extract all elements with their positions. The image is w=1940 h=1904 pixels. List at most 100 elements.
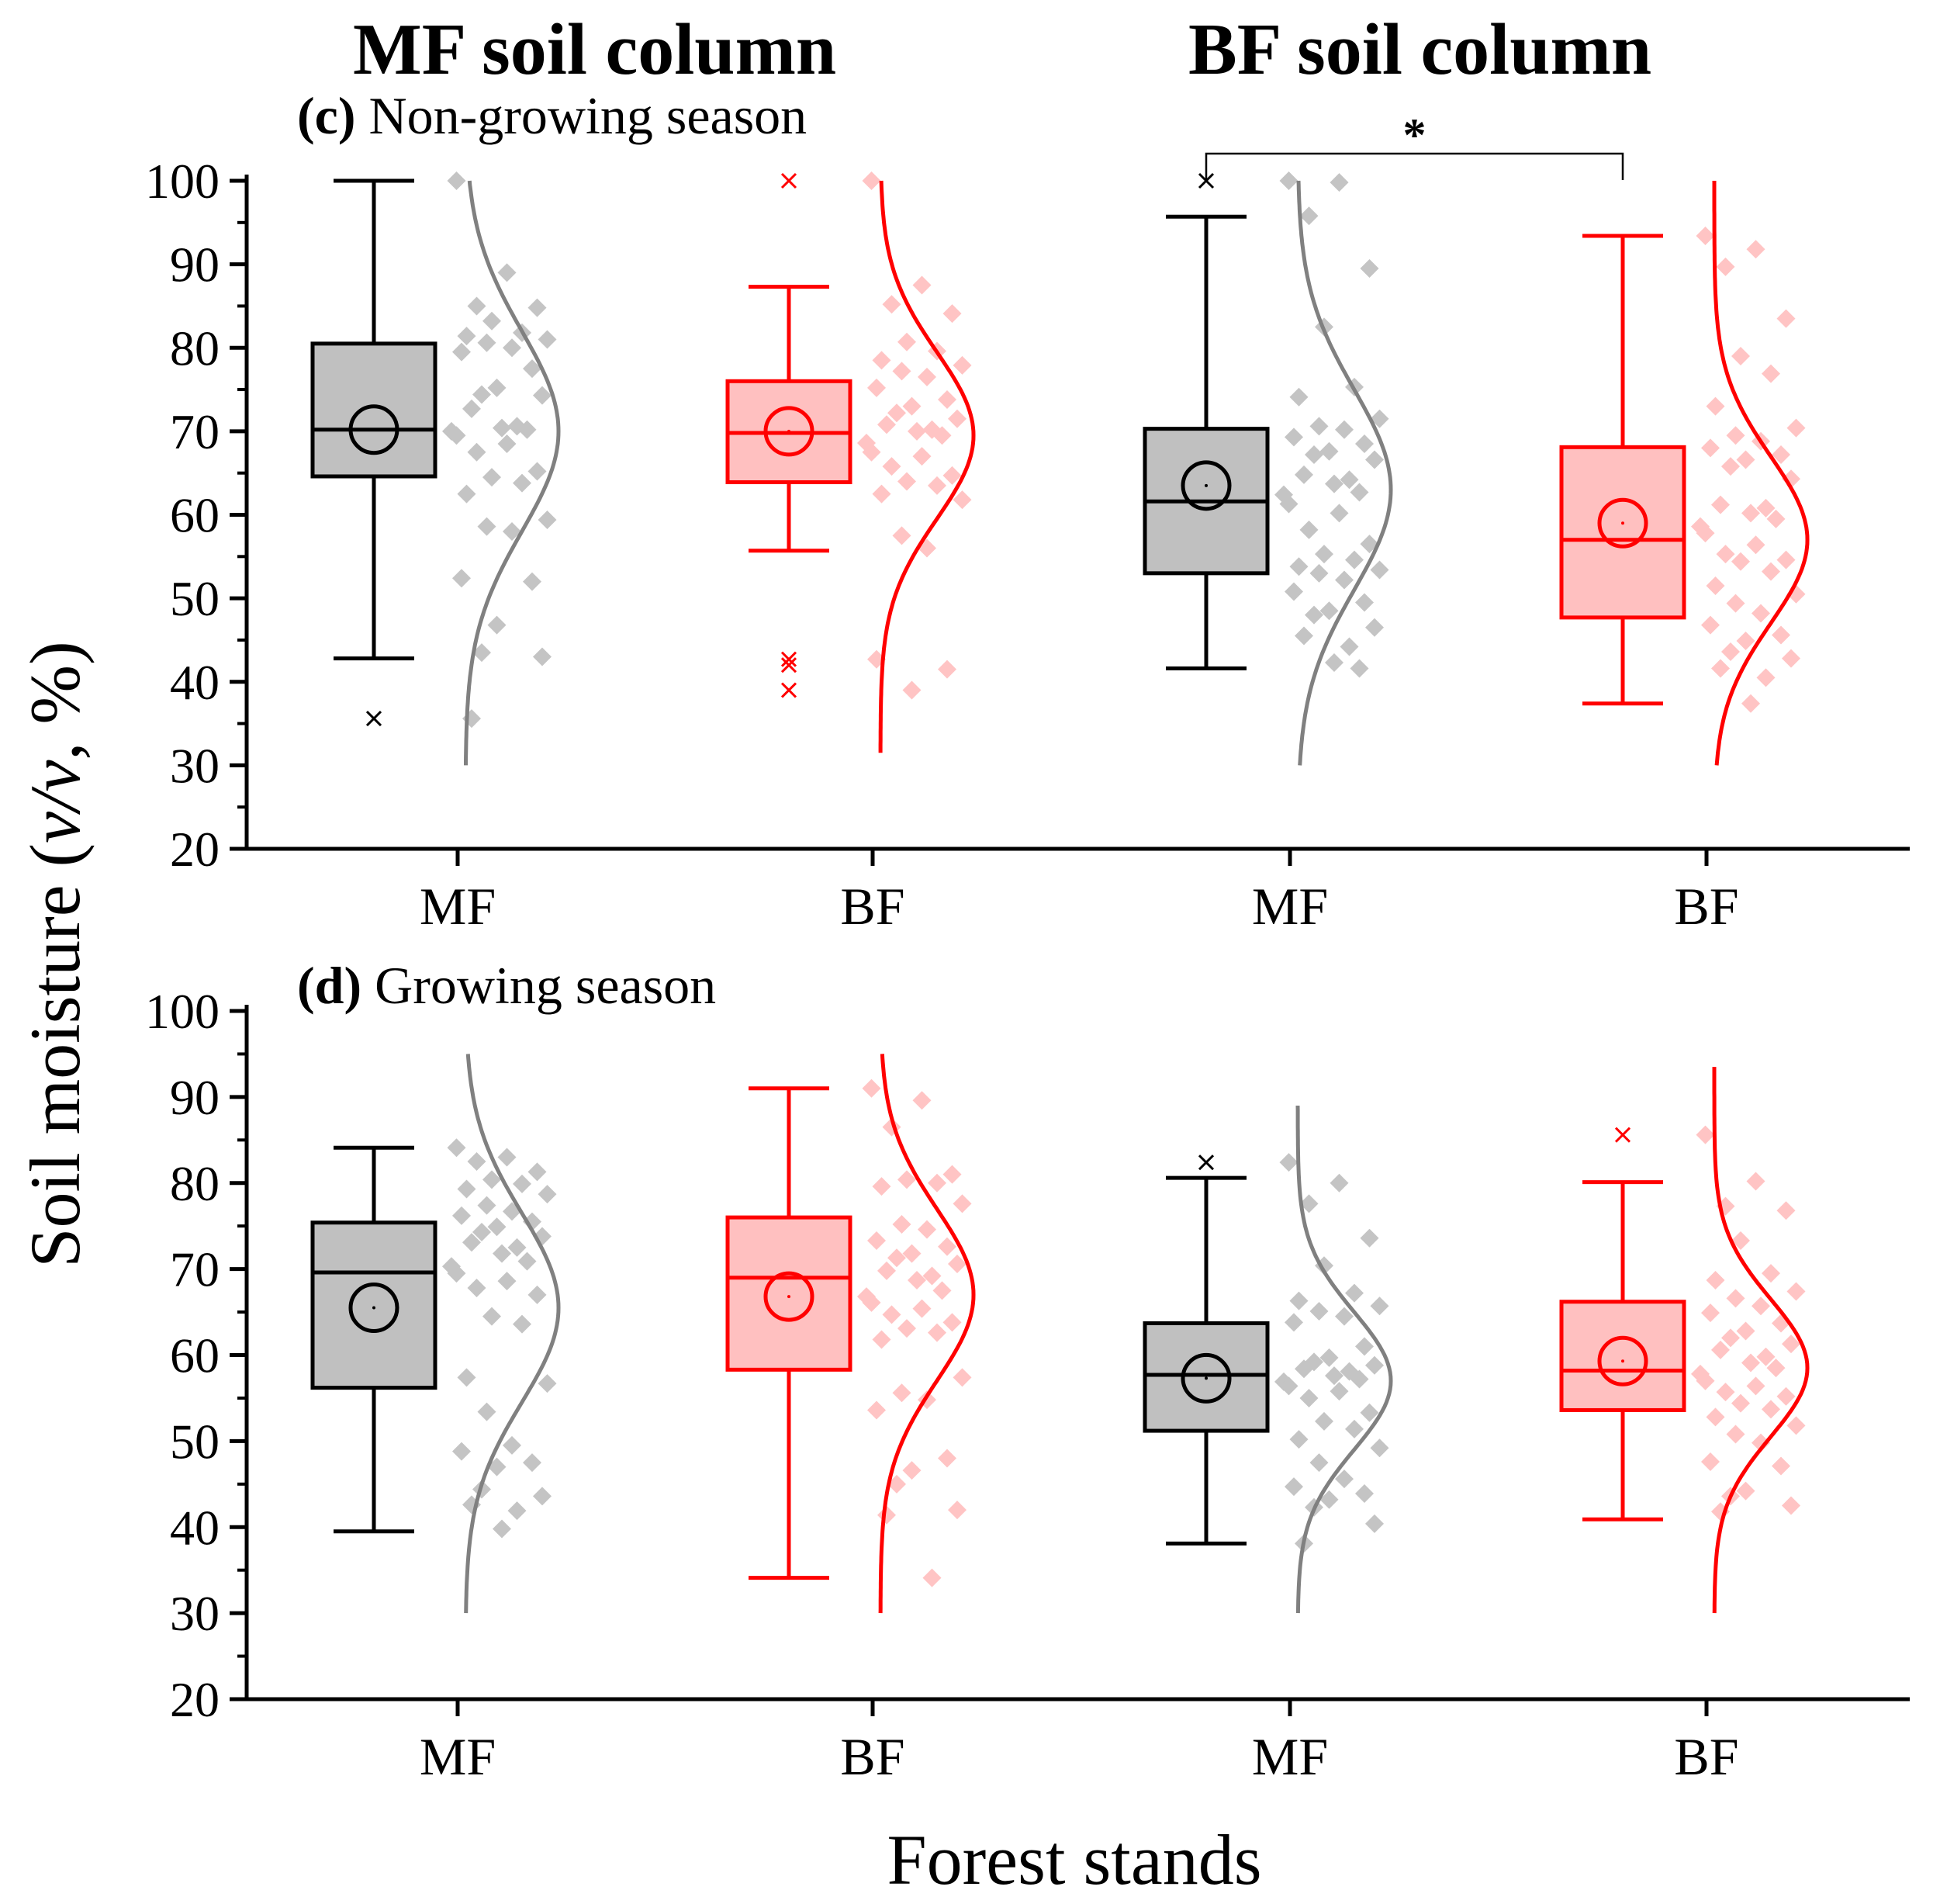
data-point (482, 1307, 501, 1326)
data-point (928, 1173, 946, 1193)
data-point (467, 442, 486, 462)
data-point (1726, 426, 1745, 445)
data-point (1345, 1283, 1364, 1303)
data-point (1762, 1264, 1780, 1283)
data-point (467, 1279, 486, 1298)
data-point (1295, 626, 1313, 646)
data-point (493, 1244, 511, 1263)
data-point (948, 409, 967, 428)
data-point (1716, 257, 1735, 276)
box-iqr (310, 341, 437, 479)
data-point (513, 1314, 531, 1334)
data-point (867, 1231, 886, 1251)
data-point (1776, 309, 1796, 328)
data-point (1335, 1307, 1354, 1326)
data-point (452, 1442, 471, 1461)
data-point (477, 333, 496, 352)
data-point (1319, 441, 1339, 461)
data-point (1365, 450, 1384, 469)
data-point (497, 434, 517, 454)
data-point (1370, 1296, 1389, 1316)
data-point (1721, 457, 1740, 476)
data-point (527, 462, 547, 481)
data-point (482, 1170, 501, 1189)
data-point (902, 1244, 922, 1263)
data-point (1736, 1321, 1755, 1341)
data-point (1319, 1490, 1339, 1509)
data-point (472, 385, 491, 404)
data-point (1305, 445, 1323, 465)
box-iqr (310, 1220, 437, 1390)
distribution-curve (1295, 1105, 1393, 1614)
data-point (1309, 417, 1329, 436)
y-tick-label: 20 (170, 822, 220, 877)
data-point (1325, 1366, 1343, 1386)
data-point (908, 421, 926, 441)
data-point (1752, 1433, 1770, 1452)
data-point (922, 1568, 942, 1587)
data-point (1355, 434, 1374, 454)
significance-bracket (1205, 152, 1624, 180)
data-point (493, 418, 511, 438)
data-point (1762, 364, 1780, 383)
mean-dot (372, 1306, 375, 1310)
chart-panel-c: (c) Non-growing season 20 30 40 50 60 70 80 90 10… (145, 86, 1910, 936)
data-point (867, 378, 886, 397)
data-point (953, 490, 972, 510)
outlier-marker (780, 172, 797, 189)
data-point (538, 510, 557, 529)
panel-label: (c) (297, 86, 355, 145)
mean-dot (372, 428, 375, 431)
data-point (1330, 1173, 1349, 1193)
data-point (1319, 1348, 1339, 1367)
data-point (477, 1402, 496, 1421)
mean-dot (1621, 1359, 1624, 1363)
data-point (1786, 1282, 1806, 1301)
data-point (1289, 1430, 1309, 1449)
data-point (1716, 545, 1735, 564)
data-point (517, 420, 537, 439)
data-point (1756, 498, 1776, 518)
box-iqr (725, 1215, 852, 1372)
outlier-marker (365, 711, 382, 727)
y-axis-label-unit: v/v (16, 760, 95, 843)
mean-marker (1597, 497, 1648, 549)
y-tick-label: 100 (145, 154, 220, 209)
data-point (1365, 1355, 1384, 1375)
data-point (527, 298, 547, 317)
significance-star: * (1403, 109, 1426, 161)
distribution-curve (1712, 1067, 1810, 1614)
data-point (457, 1368, 476, 1387)
data-point (538, 1374, 557, 1393)
y-tick-label: 80 (170, 1156, 220, 1211)
y-tick-label: 70 (170, 404, 220, 459)
y-tick-label: 40 (170, 1500, 220, 1555)
data-point (1726, 594, 1745, 613)
data-point (1285, 1477, 1303, 1497)
data-point (1330, 173, 1349, 192)
y-tick-label: 60 (170, 488, 220, 543)
data-point (462, 1233, 481, 1252)
box-iqr (1559, 1300, 1686, 1412)
data-point (912, 447, 932, 466)
data-point (897, 332, 916, 351)
data-point (497, 1148, 517, 1167)
x-tick-label: MF (420, 877, 496, 936)
data-point (902, 1461, 922, 1480)
data-point (887, 403, 906, 423)
box-group-mf (310, 171, 561, 766)
data-point (897, 472, 916, 491)
data-point (1355, 1337, 1374, 1356)
data-point (513, 473, 531, 493)
data-point (1721, 642, 1740, 662)
y-tick-label: 30 (170, 738, 220, 793)
y-tick-label: 40 (170, 655, 220, 710)
data-point (1731, 552, 1750, 571)
data-point (1746, 240, 1765, 259)
data-point (538, 1185, 557, 1204)
data-point (882, 295, 901, 314)
data-point (1731, 1231, 1750, 1251)
data-point (1279, 1376, 1299, 1396)
data-point (1360, 1228, 1379, 1248)
